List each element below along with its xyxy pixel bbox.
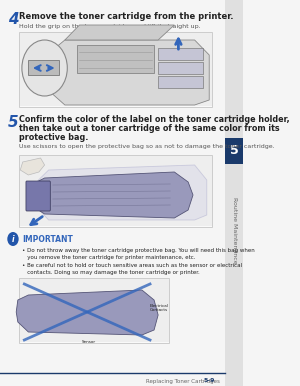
Text: Electrical
Contacts: Electrical Contacts xyxy=(150,304,169,312)
Circle shape xyxy=(22,40,67,96)
Bar xyxy=(20,155,212,227)
Circle shape xyxy=(7,232,19,246)
Polygon shape xyxy=(50,40,209,105)
FancyBboxPatch shape xyxy=(26,181,50,211)
Text: • Be careful not to hold or touch sensitive areas such as the sensor or electric: • Be careful not to hold or touch sensit… xyxy=(22,263,242,268)
Text: Replacing Toner Cartridges: Replacing Toner Cartridges xyxy=(146,379,220,384)
Text: you remove the toner cartridge for printer maintenance, etc.: you remove the toner cartridge for print… xyxy=(22,255,195,260)
Text: contacts. Doing so may damage the toner cartridge or printer.: contacts. Doing so may damage the toner … xyxy=(22,270,200,275)
Bar xyxy=(158,48,203,60)
Text: protective bag.: protective bag. xyxy=(20,133,89,142)
Text: Sensor: Sensor xyxy=(82,340,96,344)
Text: 5-9: 5-9 xyxy=(203,379,215,384)
Text: 5: 5 xyxy=(230,144,239,157)
Text: IMPORTANT: IMPORTANT xyxy=(22,235,73,244)
Bar xyxy=(158,76,203,88)
Polygon shape xyxy=(16,290,158,335)
Text: • Do not throw away the toner cartridge protective bag. You will need this bag w: • Do not throw away the toner cartridge … xyxy=(22,248,255,253)
Bar xyxy=(20,33,212,106)
Bar xyxy=(225,0,243,386)
Bar xyxy=(28,60,59,75)
Polygon shape xyxy=(20,158,45,175)
Text: 4: 4 xyxy=(8,12,19,27)
Text: 5: 5 xyxy=(8,115,19,130)
Bar xyxy=(77,45,154,73)
Polygon shape xyxy=(65,25,174,40)
Text: Remove the toner cartridge from the printer.: Remove the toner cartridge from the prin… xyxy=(20,12,234,21)
Text: then take out a toner cartridge of the same color from its: then take out a toner cartridge of the s… xyxy=(20,124,280,133)
Bar xyxy=(20,278,169,343)
Text: Use scissors to open the protective bag so as not to damage the toner cartridge.: Use scissors to open the protective bag … xyxy=(20,144,275,149)
Text: Routine Maintenance: Routine Maintenance xyxy=(232,197,237,263)
Text: Hold the grip on the toner cartridge and lift it straight up.: Hold the grip on the toner cartridge and… xyxy=(20,24,201,29)
Polygon shape xyxy=(37,165,207,220)
Bar xyxy=(20,156,212,226)
Bar xyxy=(20,32,212,107)
Bar xyxy=(158,62,203,74)
Text: Confirm the color of the label on the toner cartridge holder,: Confirm the color of the label on the to… xyxy=(20,115,290,124)
Bar xyxy=(225,138,243,164)
Text: i: i xyxy=(12,235,14,244)
Bar xyxy=(20,279,169,342)
Polygon shape xyxy=(28,172,193,218)
